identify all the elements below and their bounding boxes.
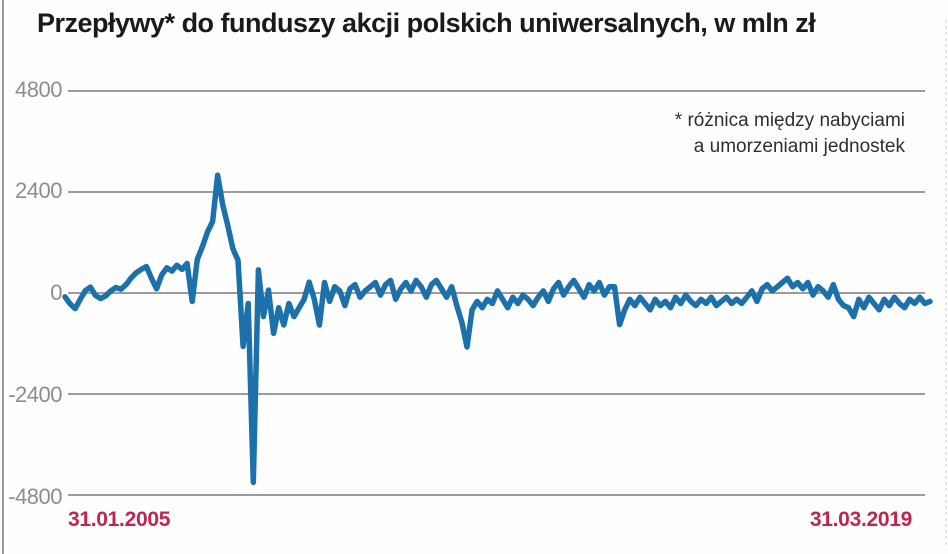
chart-title: Przepływy* do funduszy akcji polskich un… [37, 8, 816, 38]
y-tick-neg2400: -2400 [8, 382, 62, 407]
y-tick-neg4800: -4800 [8, 484, 62, 509]
footnote-line-1: * różnica między nabyciami [674, 110, 905, 131]
x-axis-start-date: 31.01.2005 [68, 508, 171, 531]
y-tick-0: 0 [50, 280, 62, 305]
y-tick-2400: 2400 [15, 178, 62, 203]
footnote-annotation: * różnica między nabyciami a umorzeniami… [675, 108, 905, 160]
footnote-line-2: a umorzeniami jednostek [693, 136, 905, 157]
flows-series-line [62, 172, 933, 486]
y-tick-4800: 4800 [15, 77, 62, 102]
x-axis-end-date: 31.03.2019 [809, 508, 912, 531]
